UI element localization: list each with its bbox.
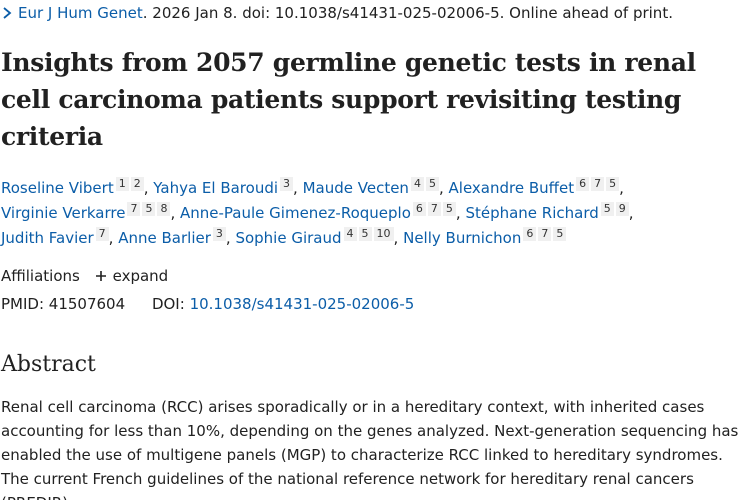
journal-link[interactable]: Eur J Hum Genet [18,4,143,22]
affiliation-badge[interactable]: 6 [523,227,537,241]
affiliation-badge[interactable]: 5 [442,202,456,216]
affiliation-badge[interactable]: 5 [606,177,620,191]
affiliation-badge[interactable]: 7 [538,227,552,241]
article-title: Insights from 2057 germline genetic test… [1,48,696,151]
author-item: Alexandre Buffet 6 7 5, [448,177,624,197]
affiliations-label: Affiliations [1,267,80,285]
author-item: Anne Barlier 3, [118,227,231,247]
expand-label: expand [112,267,169,285]
author-item: Maude Vecten 4 5, [302,177,444,197]
citation-line: Eur J Hum Genet. 2026 Jan 8. doi: 10.103… [2,3,673,23]
citation-details: . 2026 Jan 8. doi: 10.1038/s41431-025-02… [142,4,673,22]
author-item: Sophie Giraud 4 5 10, [235,227,399,247]
author-name-link[interactable]: Alexandre Buffet [448,179,575,197]
author-name-link[interactable]: Judith Favier [1,229,94,247]
affiliation-badge[interactable]: 7 [427,202,441,216]
affiliation-badge[interactable]: 4 [410,177,424,191]
affiliation-badge[interactable]: 5 [553,227,567,241]
chevron-right-icon[interactable] [2,7,12,19]
affiliation-badge[interactable]: 7 [127,202,141,216]
affiliation-badge[interactable]: 5 [142,202,156,216]
author-separator: , [393,229,399,247]
author-separator: , [293,179,298,197]
author-separator: , [619,179,624,197]
affiliation-badge[interactable]: 8 [157,202,171,216]
affiliation-badge[interactable]: 3 [280,177,294,191]
affiliation-badge[interactable]: 4 [343,227,357,241]
plus-icon [95,271,106,281]
affiliation-badge[interactable]: 5 [425,177,439,191]
author-item: Judith Favier 7, [1,227,114,247]
affiliation-badge[interactable]: 7 [591,177,605,191]
author-name-link[interactable]: Maude Vecten [302,179,409,197]
author-name-link[interactable]: Sophie Giraud [235,229,342,247]
author-item: Nelly Burnichon 6 7 5 [403,227,567,247]
author-separator: , [628,204,634,222]
affiliations-expand-button[interactable]: expand [95,267,169,285]
doi-label: DOI: [151,295,185,313]
affiliation-badge[interactable]: 9 [615,202,629,216]
abstract-text: Renal cell carcinoma (RCC) arises sporad… [1,398,739,500]
affiliation-badge[interactable]: 5 [358,227,372,241]
author-separator: , [438,179,444,197]
author-name-link[interactable]: Anne Barlier [118,229,211,247]
pmid-label: PMID: [1,295,45,313]
author-separator: , [143,179,149,197]
author-name-link[interactable]: Roseline Vibert [1,179,114,197]
author-name-link[interactable]: Stéphane Richard [465,204,599,222]
affiliation-badge[interactable]: 3 [212,227,226,241]
affiliation-badge[interactable]: 1 [115,177,129,191]
abstract-heading: Abstract [1,352,96,377]
author-separator: , [108,229,114,247]
author-separator: , [170,204,176,222]
author-name-link[interactable]: Anne-Paule Gimenez-Roqueplo [180,204,411,222]
author-name-link[interactable]: Yahya El Baroudi [153,179,279,197]
author-list: Roseline Vibert 1 2, Yahya El Baroudi 3, Ma… [1,176,746,251]
affiliation-badge[interactable]: 10 [373,227,394,241]
pmid-value: 41507604 [48,295,126,313]
affiliation-badge[interactable]: 6 [576,177,590,191]
affiliation-badge[interactable]: 5 [600,202,614,216]
author-name-link[interactable]: Virginie Verkarre [1,204,126,222]
author-item: Roseline Vibert 1 2, [1,177,149,197]
author-item: Anne-Paule Gimenez-Roqueplo 6 7 5, [180,202,461,222]
author-item: Yahya El Baroudi 3, [153,177,298,197]
affiliation-badge[interactable]: 7 [95,227,109,241]
affiliation-badge[interactable]: 6 [412,202,426,216]
affiliation-badge[interactable]: 2 [130,177,144,191]
author-name-link[interactable]: Nelly Burnichon [403,229,522,247]
identifiers-row: PMID: 41507604 DOI: 10.1038/s41431-025-0… [1,294,414,314]
author-separator: , [225,229,231,247]
author-item: Stéphane Richard 5 9, [465,202,634,222]
author-item: Virginie Verkarre 7 5 8, [1,202,176,222]
affiliations-row: Affiliations expand [1,266,168,286]
doi-link[interactable]: 10.1038/s41431-025-02006-5 [189,295,415,313]
author-separator: , [455,204,461,222]
